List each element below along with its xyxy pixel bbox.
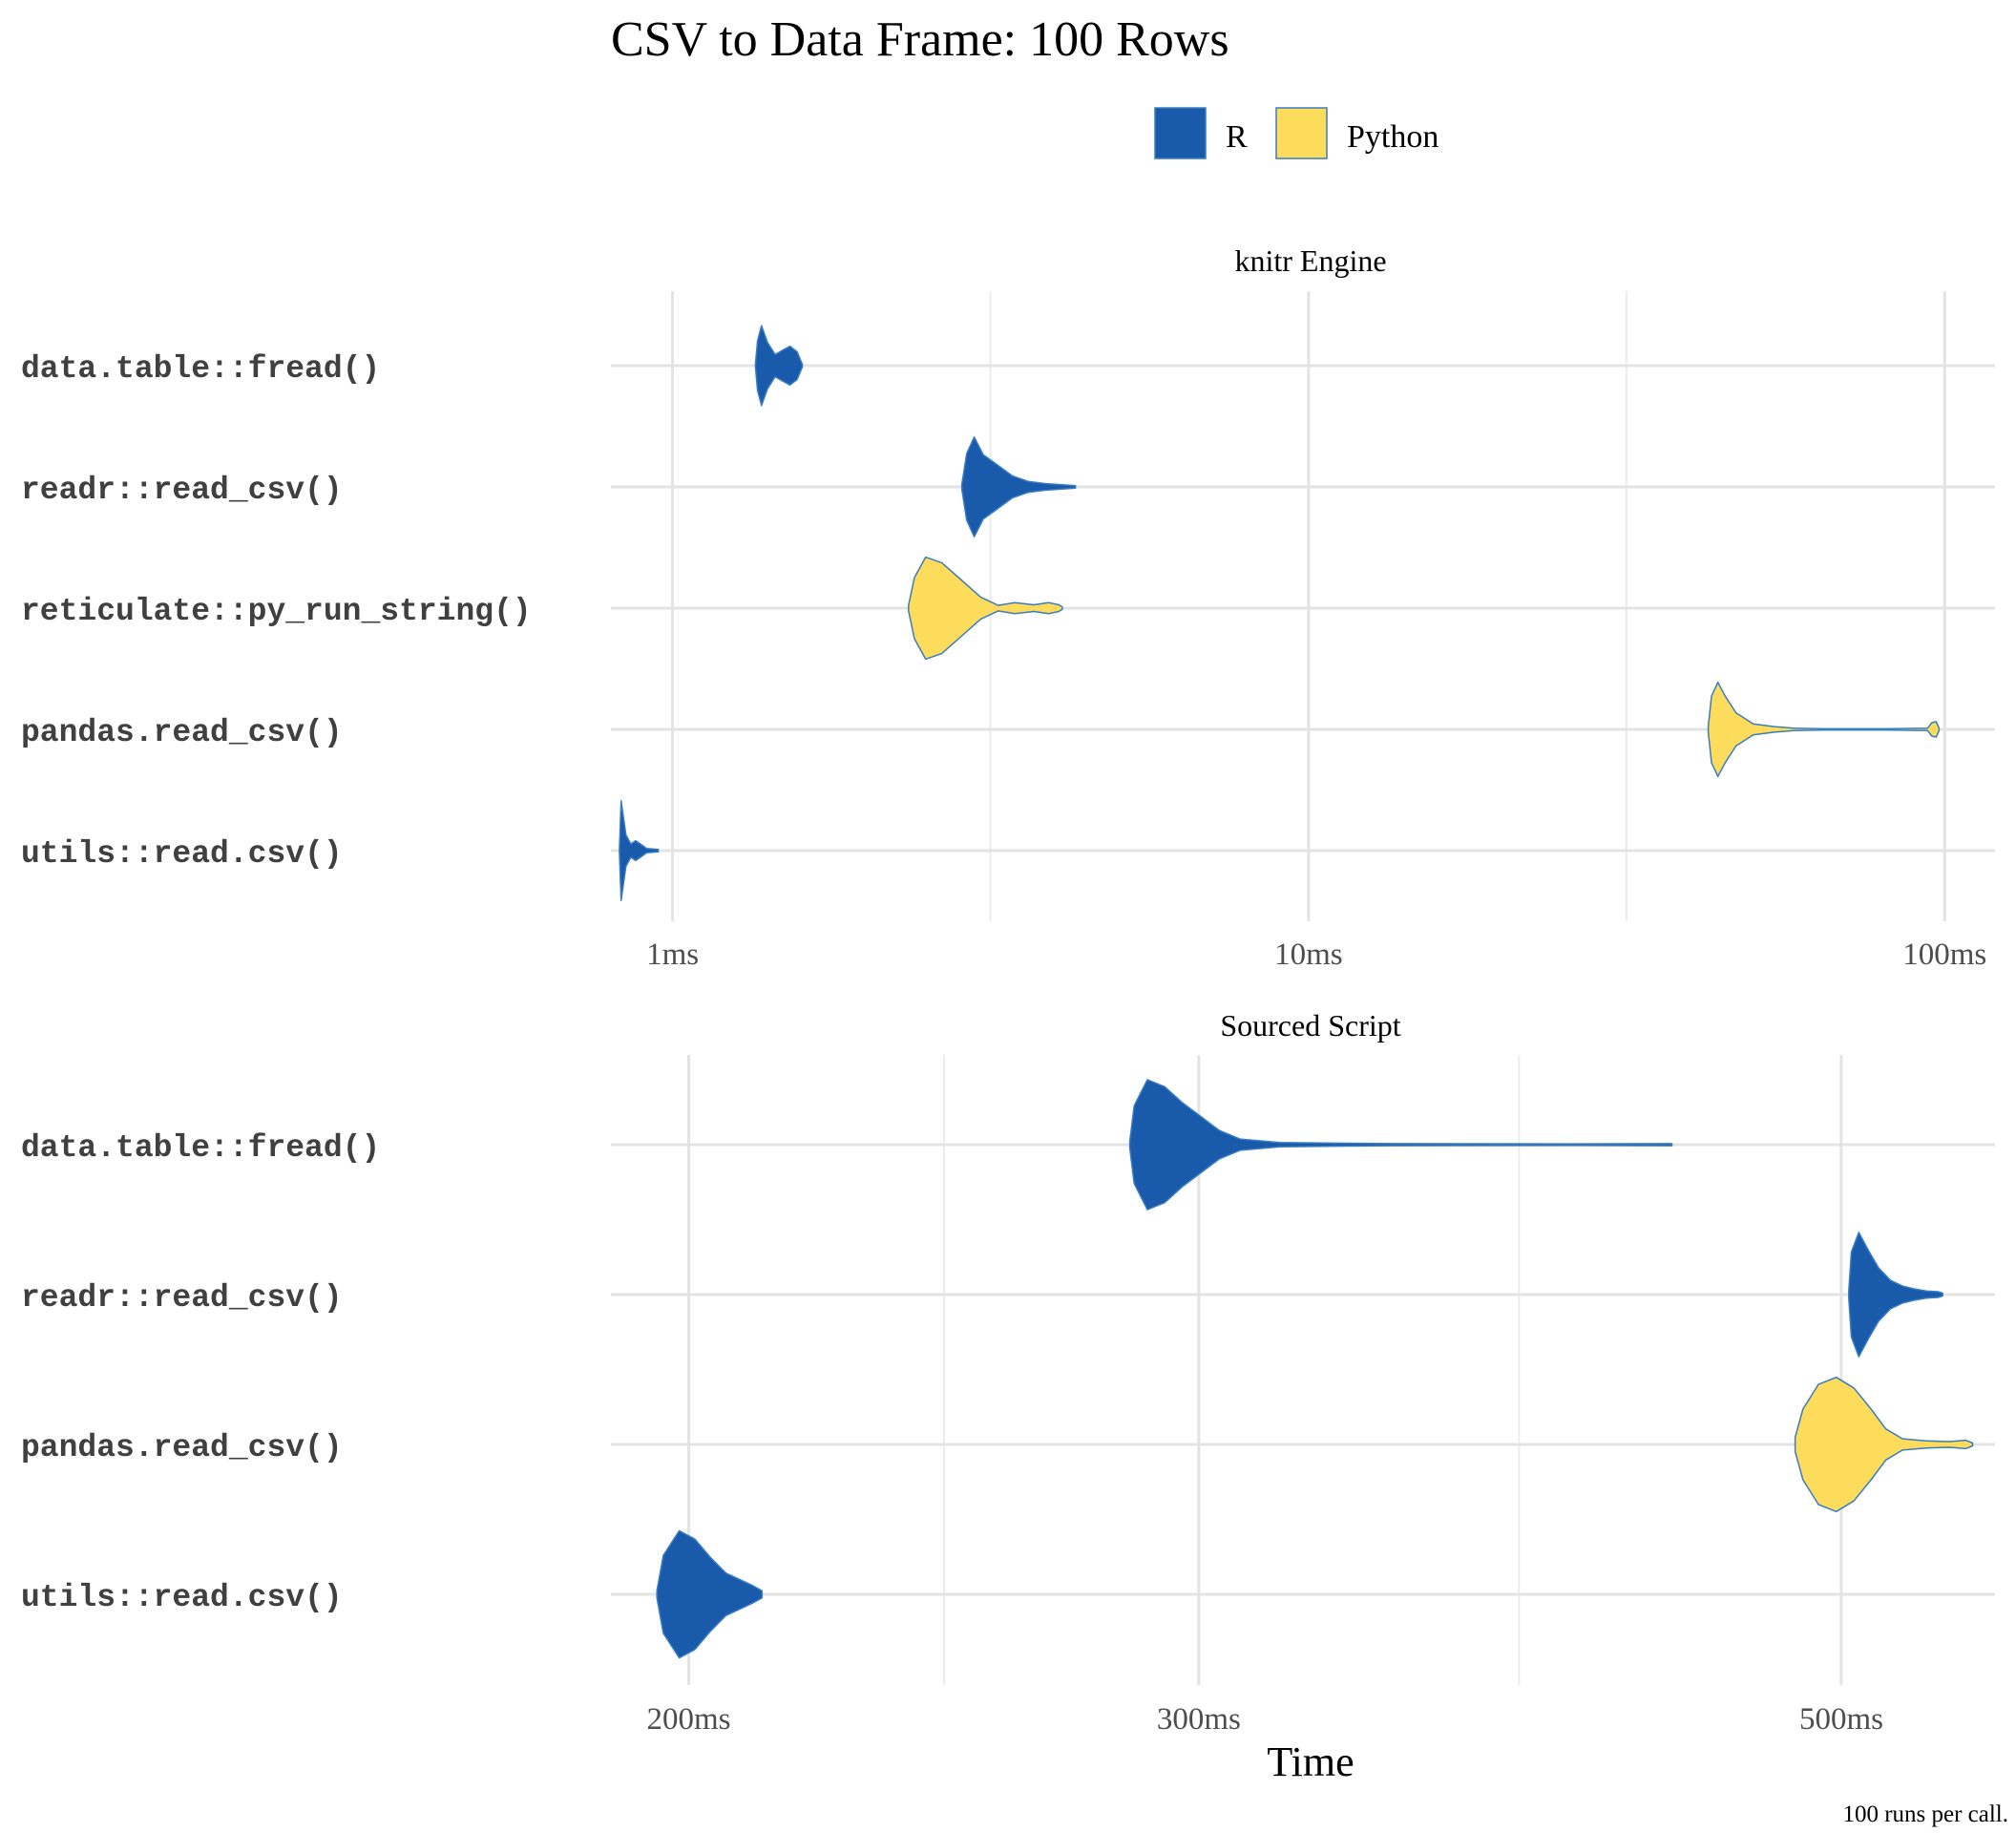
chart-title: CSV to Data Frame: 100 Rows: [611, 12, 1229, 67]
legend: R Python: [1154, 107, 1438, 159]
knitr-engine-y-label: readr::read_csv(): [21, 473, 343, 508]
knitr-engine-y-label: pandas.read_csv(): [21, 715, 343, 750]
knitr-engine-tick-label: 100ms: [1902, 938, 1986, 972]
sourced-script-y-label: pandas.read_csv(): [21, 1430, 343, 1465]
legend-label-python: Python: [1347, 119, 1438, 155]
sourced-script-violin-readr-read-csv: [1848, 1232, 1943, 1358]
sourced-script-y-label: readr::read_csv(): [21, 1280, 343, 1316]
legend-label-r: R: [1226, 119, 1248, 155]
knitr-engine-y-label: data.table::fread(): [21, 351, 380, 387]
knitr-engine-tick-label: 1ms: [646, 938, 699, 972]
knitr-engine-violin-pandas-read-csv: [1707, 681, 1941, 778]
sourced-script-y-label: data.table::fread(): [21, 1130, 380, 1166]
knitr-engine-tick-label: 10ms: [1274, 938, 1343, 972]
sourced-script-tick-label: 300ms: [1157, 1702, 1241, 1737]
sourced-script-tick-label: 500ms: [1799, 1702, 1883, 1737]
sourced-script-violin-utils-read-csv: [656, 1529, 764, 1659]
x-axis-label: Time: [1267, 1738, 1354, 1785]
knitr-engine-violin-readr-read-csv: [960, 436, 1077, 537]
panel-title-sourced: Sourced Script: [1220, 1008, 1400, 1043]
sourced-script-tick-label: 200ms: [647, 1702, 731, 1737]
legend-swatch-r: [1154, 107, 1207, 159]
sourced-script-violin-data-table-fread: [1128, 1079, 1673, 1211]
knitr-engine-violin-utils-read-csv: [619, 800, 660, 901]
knitr-engine-violin-data-table-fread: [754, 325, 804, 407]
panel-title-knitr: knitr Engine: [1234, 243, 1386, 278]
sourced-script-violin-pandas-read-csv: [1794, 1376, 1974, 1513]
knitr-engine-y-label: reticulate::py_run_string(): [21, 594, 532, 629]
knitr-engine-y-label: utils::read.csv(): [21, 836, 343, 872]
caption: 100 runs per call.: [1842, 1801, 2008, 1827]
legend-swatch-python: [1275, 107, 1328, 159]
knitr-engine-violin-reticulate-py-run-string: [908, 556, 1063, 661]
panel-sourced-script: 200ms 300ms 500ms data.table::fread()readr:…: [21, 1055, 1995, 1737]
panel-knitr-engine: 1ms 10ms 100ms data.table::fread()readr::re…: [21, 291, 1995, 972]
sourced-script-y-label: utils::read.csv(): [21, 1580, 343, 1615]
